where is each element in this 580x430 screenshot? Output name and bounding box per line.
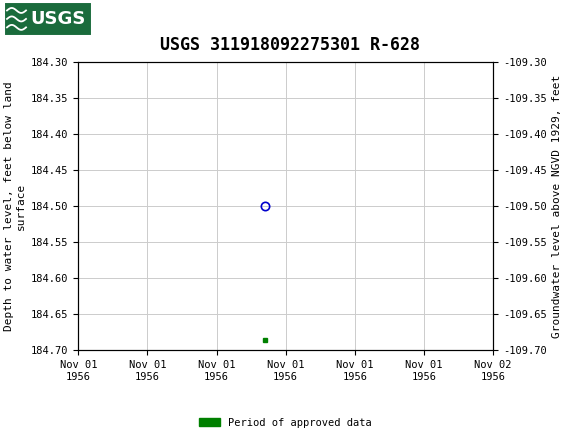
Legend: Period of approved data: Period of approved data xyxy=(195,413,376,430)
Text: USGS 311918092275301 R-628: USGS 311918092275301 R-628 xyxy=(160,36,420,54)
FancyBboxPatch shape xyxy=(4,2,92,36)
Y-axis label: Depth to water level, feet below land
surface: Depth to water level, feet below land su… xyxy=(4,82,26,331)
Y-axis label: Groundwater level above NGVD 1929, feet: Groundwater level above NGVD 1929, feet xyxy=(552,75,562,338)
Text: USGS: USGS xyxy=(31,10,86,28)
